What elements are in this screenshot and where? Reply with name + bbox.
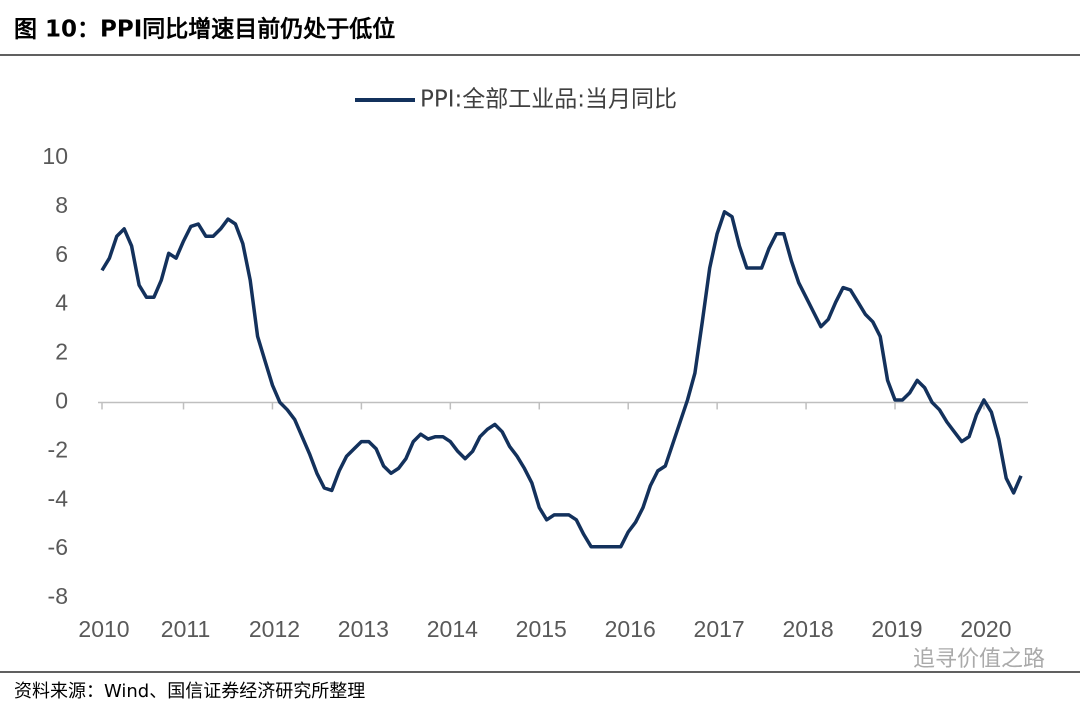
legend-label: PPI:全部工业品:当月同比 xyxy=(420,87,677,113)
y-tick-label: -4 xyxy=(48,485,69,511)
x-tick-label: 2017 xyxy=(694,616,745,642)
x-tick-label: 2013 xyxy=(338,616,389,642)
y-tick-label: -6 xyxy=(48,534,68,560)
x-tick-label: 2014 xyxy=(427,616,478,642)
x-tick-label: 2016 xyxy=(605,616,656,642)
source-note: 资料来源：Wind、国信证券经济研究所整理 xyxy=(14,681,365,702)
x-tick-label: 2012 xyxy=(249,616,300,642)
y-tick-label: -8 xyxy=(48,583,68,609)
x-tick-label: 2020 xyxy=(960,616,1011,642)
series-line xyxy=(100,210,1023,549)
y-tick-label: 4 xyxy=(55,290,68,316)
x-tick-label: 2018 xyxy=(782,616,833,642)
chart-title: 图 10：PPI同比增速目前仍处于低位 xyxy=(14,16,395,43)
y-tick-label: 8 xyxy=(55,192,68,218)
y-tick-label: 6 xyxy=(55,241,68,267)
y-tick-label: 2 xyxy=(55,339,68,365)
y-tick-label: 10 xyxy=(42,143,68,169)
watermark: 追寻价值之路 xyxy=(913,647,1045,672)
y-tick-label: -2 xyxy=(48,436,68,462)
x-tick-label: 2011 xyxy=(161,616,210,642)
x-tick-label: 2019 xyxy=(871,616,922,642)
y-tick-label: 0 xyxy=(55,388,68,414)
x-tick-label: 2015 xyxy=(516,616,567,642)
x-tick-label: 2010 xyxy=(78,616,129,642)
